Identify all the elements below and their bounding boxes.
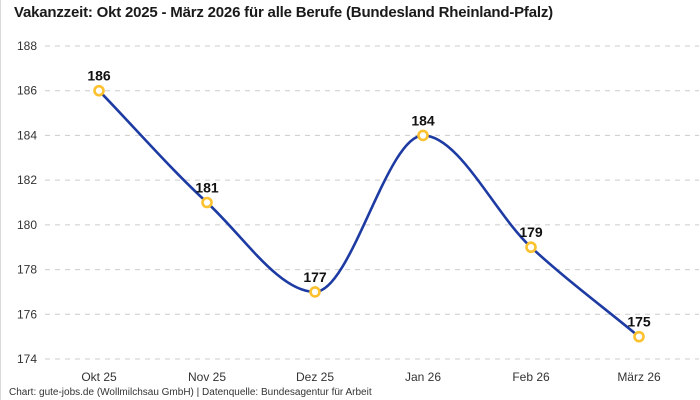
x-tick-label: März 26 xyxy=(617,370,661,384)
data-point-label: 186 xyxy=(87,68,111,84)
x-tick-label: Okt 25 xyxy=(81,370,117,384)
data-point-marker[interactable] xyxy=(93,84,105,97)
x-tick-label: Nov 25 xyxy=(188,370,226,384)
data-point-marker[interactable] xyxy=(525,241,537,254)
chart-source-caption: Chart: gute-jobs.de (Wollmilchsau GmbH) … xyxy=(9,387,372,398)
y-tick-label: 186 xyxy=(17,84,37,98)
y-tick-label: 188 xyxy=(17,39,37,53)
data-point-marker[interactable] xyxy=(633,330,645,343)
data-point-marker[interactable] xyxy=(417,129,429,142)
data-point-label: 177 xyxy=(303,269,327,285)
y-tick-label: 174 xyxy=(17,352,37,366)
data-point-label: 175 xyxy=(627,314,651,330)
y-tick-label: 182 xyxy=(17,173,37,187)
data-point-marker[interactable] xyxy=(201,196,213,209)
data-point-label: 184 xyxy=(411,112,435,128)
y-tick-label: 180 xyxy=(17,218,37,232)
chart-title: Vakanzzeit: Okt 2025 - März 2026 für all… xyxy=(14,4,553,21)
x-tick-label: Feb 26 xyxy=(512,370,550,384)
data-point-marker[interactable] xyxy=(309,286,321,298)
data-point-label: 181 xyxy=(195,180,219,196)
series-line xyxy=(97,89,641,338)
data-point-label: 179 xyxy=(519,224,543,240)
y-tick-label: 176 xyxy=(17,307,37,321)
y-tick-label: 178 xyxy=(17,263,37,277)
y-tick-label: 184 xyxy=(17,128,37,142)
x-tick-label: Dez 25 xyxy=(296,370,334,384)
x-tick-label: Jan 26 xyxy=(405,370,441,384)
